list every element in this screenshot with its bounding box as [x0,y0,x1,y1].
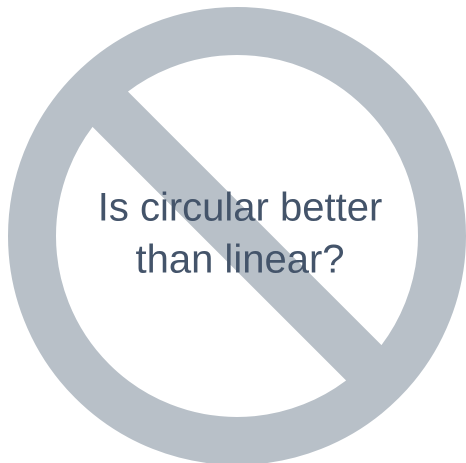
slash [55,54,419,418]
caption-line: Is circular better [98,186,383,230]
caption-line: than linear? [135,238,344,282]
ring [8,7,466,463]
